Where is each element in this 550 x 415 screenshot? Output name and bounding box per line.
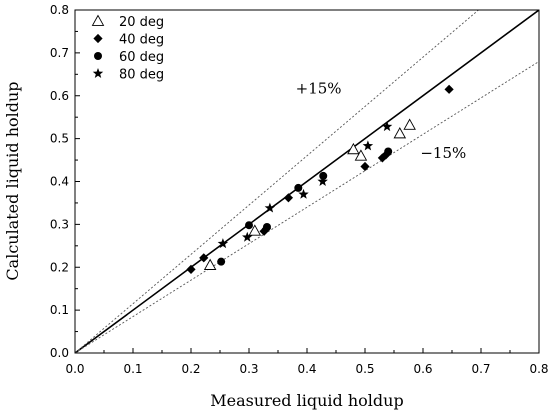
data-point [444, 84, 454, 94]
x-tick-label: 0.2 [181, 362, 200, 376]
legend-marker [92, 68, 104, 78]
data-point [245, 221, 253, 230]
legend-marker [91, 14, 105, 26]
annotation-label: +15% [296, 80, 342, 98]
data-point [242, 231, 253, 242]
data-point [381, 121, 393, 132]
parity-line [75, 10, 539, 353]
data-point [377, 153, 387, 163]
tolerance-line-1 [75, 10, 480, 353]
tolerance-line-2 [75, 61, 539, 353]
x-tick-label: 0.8 [529, 362, 548, 376]
legend-label: 60 deg [119, 50, 164, 65]
y-tick-label: 0.5 [50, 132, 69, 146]
data-point [317, 176, 328, 186]
y-tick-label: 0.3 [50, 217, 69, 231]
data-point [319, 171, 328, 180]
data-point [217, 257, 226, 266]
legend-marker [94, 52, 102, 60]
legend: 20 deg 40 deg 60 deg 80 deg [91, 14, 164, 83]
reference-lines [75, 10, 539, 353]
annotation-label: −15% [420, 144, 466, 162]
y-tick-label: 0.2 [50, 260, 69, 274]
y-tick-label: 0.1 [50, 303, 69, 317]
data-point [362, 140, 374, 151]
legend-label: 80 deg [119, 68, 164, 83]
axis-ticks: 0.0 0.1 0.2 0.3 0.4 0.5 0.6 0.7 0.8 0.0 0.1 0.2 0.3 0… [50, 3, 549, 376]
data-point [199, 253, 209, 263]
data-point [384, 147, 393, 156]
y-tick-label: 0.7 [50, 46, 69, 60]
y-axis-title: Calculated liquid holdup [3, 81, 22, 280]
data-point [360, 161, 370, 172]
data-point [403, 118, 416, 130]
x-tick-label: 0.5 [355, 362, 374, 376]
legend-label: 40 deg [119, 33, 164, 48]
data-point [354, 149, 368, 161]
data-point [217, 238, 229, 249]
x-tick-label: 0.3 [239, 362, 258, 376]
annotations: +15% −15% [296, 80, 467, 162]
data-point [186, 264, 196, 274]
x-tick-label: 0.7 [471, 362, 490, 376]
data-point [294, 183, 303, 192]
y-tick-label: 0.6 [50, 89, 69, 103]
y-tick-label: 0.0 [50, 346, 69, 360]
x-tick-label: 0.4 [297, 362, 316, 376]
x-axis-title: Measured liquid holdup [210, 391, 403, 410]
data-point [248, 224, 262, 236]
data-point [298, 188, 309, 199]
y-tick-label: 0.8 [50, 3, 69, 17]
x-tick-label: 0.6 [413, 362, 432, 376]
data-point [393, 127, 407, 139]
legend-label: 20 deg [119, 15, 164, 30]
y-tick-label: 0.4 [50, 175, 69, 189]
data-point [347, 142, 360, 155]
data-point [264, 202, 276, 213]
x-tick-label: 0.1 [123, 362, 142, 376]
data-point [203, 258, 217, 270]
data-point [262, 222, 271, 231]
x-tick-label: 0.0 [65, 362, 84, 376]
data-points [186, 84, 454, 274]
data-point [283, 193, 294, 203]
legend-marker [93, 33, 103, 44]
data-point [259, 226, 269, 236]
